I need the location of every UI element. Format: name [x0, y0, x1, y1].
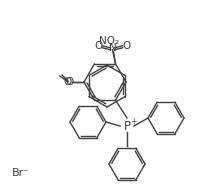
- Text: NO₂: NO₂: [99, 36, 120, 46]
- Text: O: O: [64, 77, 72, 87]
- Text: O: O: [122, 41, 131, 51]
- Text: O: O: [66, 77, 74, 87]
- Text: N: N: [109, 43, 116, 53]
- Text: P: P: [124, 119, 130, 132]
- Text: O: O: [94, 41, 103, 51]
- Text: +: +: [130, 117, 136, 126]
- Text: Br⁻: Br⁻: [11, 168, 30, 178]
